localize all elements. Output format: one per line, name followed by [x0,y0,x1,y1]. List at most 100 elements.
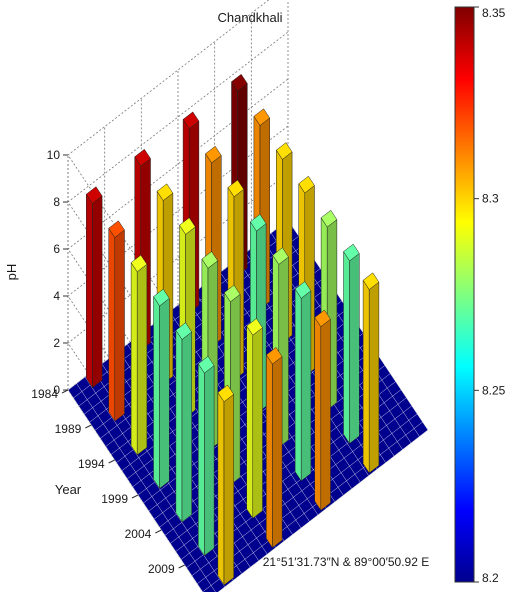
bar-face-side [159,297,170,490]
bar-face-top [223,284,241,303]
bar-face-top [217,384,235,403]
year-tick-label: 1984 [31,387,58,401]
colorbar-bar [454,6,475,583]
bar [153,288,170,490]
bar-face-top [275,142,293,160]
bar [246,318,263,520]
bar [217,384,235,586]
z-axis-label: pH [4,264,19,281]
floor-gridline [202,421,423,592]
year-tick-label: 1994 [78,457,105,471]
bar [182,111,200,314]
bar-face-front [343,250,350,445]
year-tick-label: 2004 [125,527,152,541]
bar-face-top [272,247,289,265]
year-tick-mark [178,564,185,569]
bar-face-side [92,195,103,389]
bar-face-front [246,325,254,520]
bar-face-top [362,272,380,290]
bar-face-top [231,73,248,92]
year-tick-mark [155,529,162,534]
year-tick-mark [85,424,92,429]
bar-face-top [182,111,200,129]
location-annotation: 21°51′31.73″N & 89°00′50.92 E [263,555,429,569]
bar [362,272,380,474]
bar-face-top [134,148,151,167]
bar [294,281,312,482]
bar-face-side [181,331,192,523]
bar-face-top [108,220,125,238]
floor-gridline [270,232,412,444]
bar [343,243,360,445]
bar-face-top [179,217,196,235]
z-tick-label: 6 [53,242,60,256]
bar [197,355,215,557]
bar-face-top [201,251,219,269]
year-tick-mark [108,459,115,464]
colorbar-tick-label: 8.35 [482,6,505,20]
bar [130,254,148,456]
bar [314,309,331,512]
z-tick-label: 4 [53,289,60,303]
bar-face-side [223,393,234,586]
z-tick-label: 2 [53,336,60,350]
colorbar-tick-label: 8.3 [482,192,499,206]
bar-face-top [130,254,148,273]
colorbar: 8.2 8.25 8.3 8.35 [454,6,505,585]
bar-face-top [265,347,283,365]
bar-face-side [368,281,380,474]
bar-face-side [252,327,263,519]
bar-face-top [294,281,312,299]
year-tick-label: 2009 [148,562,175,576]
bar-face-side [320,318,331,511]
chart-title: Chandkhali [217,10,282,25]
bar-face-top [320,209,338,228]
bar-face-top [298,175,315,194]
bar-face-front [130,261,138,456]
bar-face-top [343,243,360,262]
bar-face-front [217,391,225,586]
z-tick-label: 0 [53,383,60,397]
bar-face-side [204,365,215,557]
year-tick-label: 1989 [55,422,82,436]
bar-face-front [153,295,160,490]
bar [175,322,193,523]
bar-face-top [314,309,331,328]
bar-face-front [198,362,205,557]
bar-face-side [349,252,360,445]
bars-group [85,73,380,586]
bar-face-front [175,329,183,523]
bar-face-top [197,355,215,374]
year-tick-mark [131,494,139,499]
bar-face-front [108,227,116,423]
bar-face-front [294,288,302,482]
year-tick-label: 1999 [101,492,128,506]
bar-face-top [205,145,222,164]
bar-face-side [272,356,283,549]
z-tick-label: 10 [47,148,61,162]
bar-face-side [114,229,125,422]
bar-face-top [153,288,170,307]
bar-face-side [136,263,148,456]
bar-face-side [300,290,312,482]
z-tick-label: 8 [53,195,60,209]
bar-face-front [362,279,370,474]
colorbar-tick-label: 8.25 [482,383,505,397]
bar-face-front [86,193,93,389]
bar [85,186,103,389]
colorbar-ticks: 8.2 8.25 8.3 8.35 [474,6,505,585]
bar-face-top [246,318,263,336]
year-tick-mark [61,389,69,394]
bar-face-top [175,322,193,340]
y-axis-label: Year [55,482,82,497]
bar-face-top [85,186,103,204]
bar [265,347,283,549]
year-axis-ticks: 1984198919941999200420092013 [31,387,185,576]
z-axis-ticks: 0 2 4 6 8 10 [47,148,68,397]
colorbar-tick-label: 8.2 [482,571,499,585]
bar [108,220,125,423]
bar-face-front [314,316,322,512]
bar-face-top [156,183,174,201]
bar-face-top [253,108,271,126]
